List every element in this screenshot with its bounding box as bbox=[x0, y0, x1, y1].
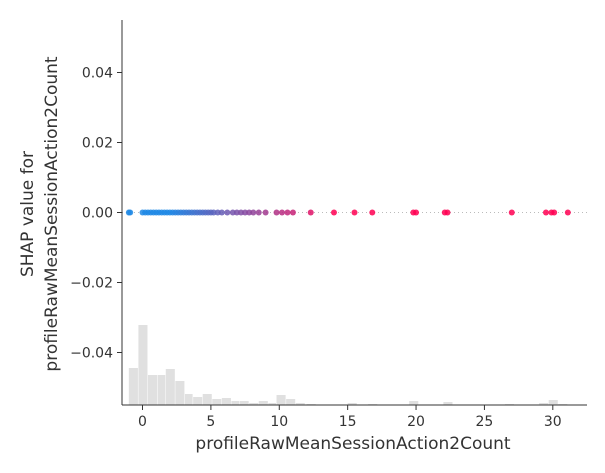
x-tick-label-4: 20 bbox=[407, 414, 425, 430]
y-tick-label-1: 0.02 bbox=[82, 136, 113, 152]
histogram-bar-0 bbox=[128, 368, 138, 405]
histogram-bar-18 bbox=[295, 403, 305, 405]
histogram-bar-1 bbox=[138, 325, 148, 405]
data-point-30 bbox=[218, 209, 225, 216]
data-point-44 bbox=[307, 209, 314, 216]
data-point-52 bbox=[508, 209, 515, 216]
x-tick-label-2: 10 bbox=[270, 414, 288, 430]
histogram-bar-8 bbox=[202, 394, 212, 405]
data-point-43 bbox=[289, 209, 296, 216]
histogram-bar-13 bbox=[249, 403, 259, 405]
x-tick-label-6: 30 bbox=[544, 414, 562, 430]
data-point-55 bbox=[551, 209, 558, 216]
data-point-41 bbox=[279, 209, 286, 216]
y-tick-label-3: −0.02 bbox=[70, 276, 113, 292]
data-point-56 bbox=[564, 209, 571, 216]
y-tick-label-0: 0.04 bbox=[82, 66, 113, 82]
x-tick-label-5: 25 bbox=[476, 414, 494, 430]
y-tick-label-4: −0.04 bbox=[70, 346, 113, 362]
histogram-bar-17 bbox=[286, 399, 296, 405]
data-point-34 bbox=[237, 209, 244, 216]
data-point-37 bbox=[250, 209, 257, 216]
x-axis-ticks: 0 5 10 15 20 25 30 bbox=[138, 405, 562, 430]
histogram-bar-6 bbox=[184, 394, 193, 405]
y-axis-title-line-1: SHAP value for bbox=[18, 151, 38, 277]
histogram-bar-22 bbox=[409, 401, 419, 405]
histogram-bar-26 bbox=[548, 400, 558, 405]
histogram-bar-25 bbox=[539, 403, 549, 405]
histogram-bar-16 bbox=[276, 395, 286, 405]
x-tick-label-0: 0 bbox=[138, 414, 147, 430]
x-tick-label-1: 5 bbox=[206, 414, 215, 430]
histogram-bar-12 bbox=[239, 401, 249, 405]
data-point-29 bbox=[214, 209, 221, 216]
histogram-bar-7 bbox=[193, 397, 203, 405]
data-point-42 bbox=[284, 209, 291, 216]
data-point-51 bbox=[444, 209, 451, 216]
x-axis-title: profileRawMeanSessionAction2Count bbox=[195, 434, 511, 454]
data-point-38 bbox=[255, 209, 262, 216]
x-tick-label-3: 15 bbox=[339, 414, 357, 430]
data-point-39 bbox=[262, 209, 269, 216]
data-point-36 bbox=[246, 209, 253, 216]
histogram-bar-10 bbox=[221, 398, 231, 405]
data-point-31 bbox=[224, 209, 231, 216]
histogram-layer bbox=[128, 325, 568, 405]
data-point-1 bbox=[127, 209, 134, 216]
data-point-28 bbox=[210, 209, 217, 216]
histogram-bar-2 bbox=[147, 375, 158, 405]
histogram-bar-14 bbox=[258, 401, 268, 405]
y-axis-title: SHAP value for profileRawMeanSessionActi… bbox=[18, 56, 62, 372]
data-point-46 bbox=[351, 209, 358, 216]
data-point-53 bbox=[542, 209, 549, 216]
data-point-35 bbox=[242, 209, 249, 216]
data-point-40 bbox=[273, 209, 280, 216]
y-tick-label-2: 0.00 bbox=[82, 206, 113, 222]
histogram-bar-11 bbox=[231, 401, 240, 405]
data-point-47 bbox=[369, 209, 376, 216]
histogram-bar-3 bbox=[157, 375, 166, 405]
histogram-bar-4 bbox=[165, 369, 175, 405]
data-point-49 bbox=[413, 209, 420, 216]
data-point-45 bbox=[330, 209, 337, 216]
histogram-bar-15 bbox=[268, 403, 277, 405]
histogram-bar-20 bbox=[347, 403, 357, 405]
points-layer bbox=[125, 209, 571, 216]
data-point-32 bbox=[229, 209, 236, 216]
histogram-bar-5 bbox=[175, 381, 185, 405]
y-axis-title-line-2: profileRawMeanSessionAction2Count bbox=[42, 56, 62, 372]
histogram-bar-9 bbox=[212, 399, 222, 405]
data-point-33 bbox=[233, 209, 240, 216]
y-axis-ticks: 0.04 0.02 0.00 −0.02 −0.04 bbox=[70, 66, 122, 362]
histogram-bar-23 bbox=[443, 402, 453, 405]
